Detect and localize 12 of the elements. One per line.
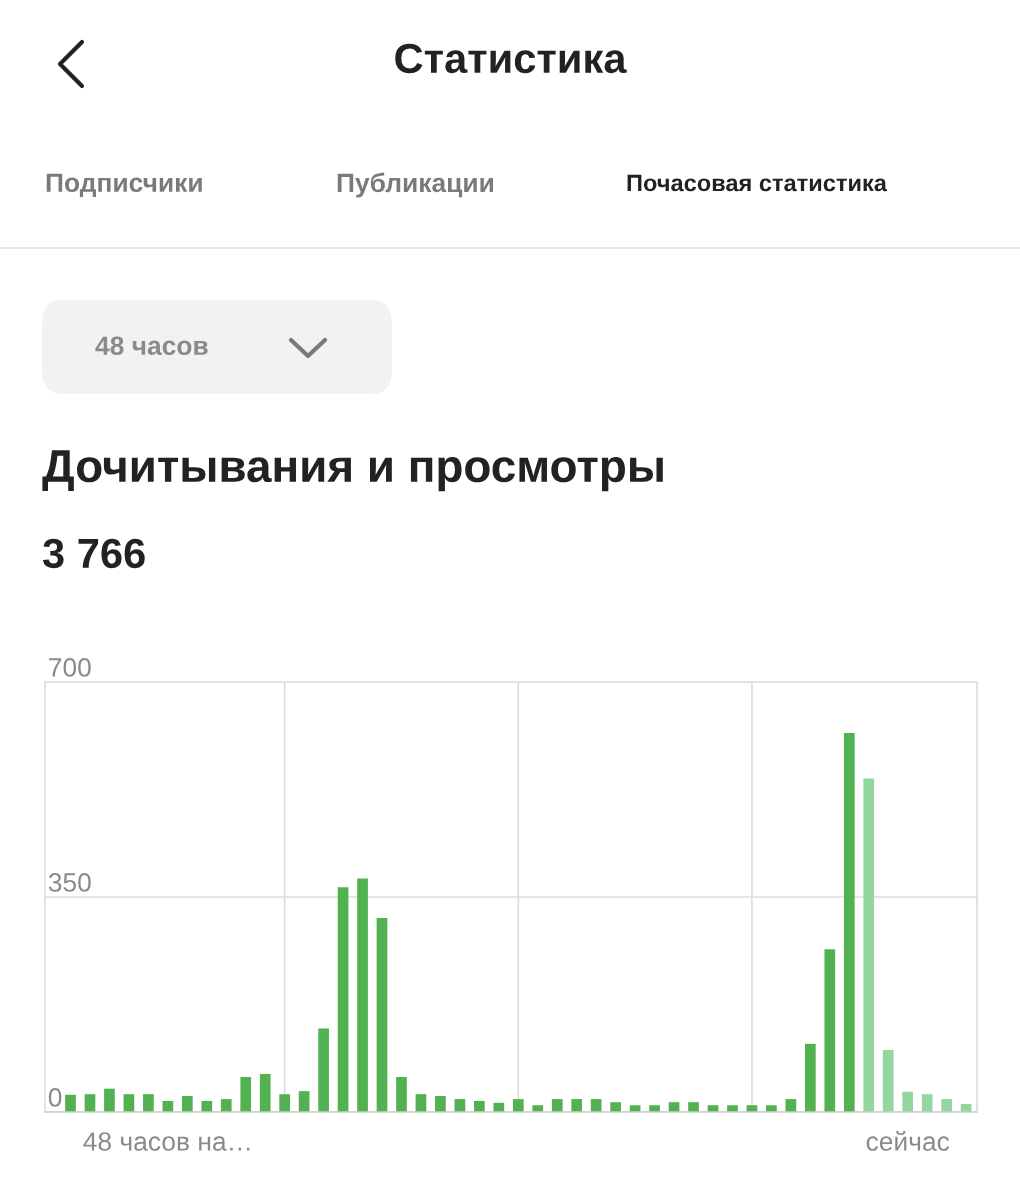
y-tick-label: 0 <box>48 1088 62 1107</box>
text: 48 часов <box>95 336 208 356</box>
text: Публикации <box>337 172 493 198</box>
text: Подписчики <box>46 173 202 198</box>
text: Почасовая статистика <box>627 174 888 192</box>
text: Статистика <box>395 43 627 74</box>
y-tick-label: 350 <box>48 873 91 892</box>
x-tick-label: сейчас <box>866 1130 950 1151</box>
x-tick-label: 48 часов на… <box>83 1132 250 1151</box>
chart-title: Дочитывания и просмотры <box>42 450 663 492</box>
chart-subtitle: 3 766 <box>42 538 145 569</box>
y-tick-label: 700 <box>49 658 91 677</box>
